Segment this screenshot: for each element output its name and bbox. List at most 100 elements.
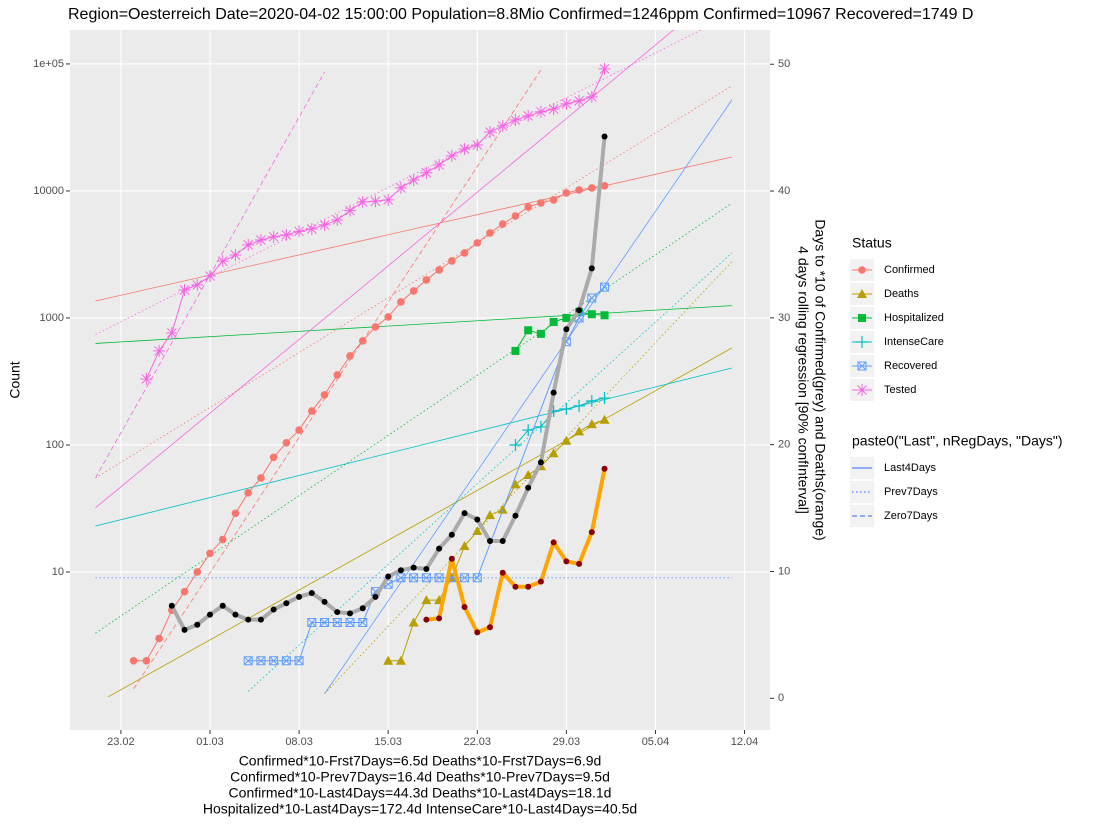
point: [511, 212, 520, 220]
point: [408, 617, 419, 627]
point: [394, 181, 407, 194]
point: [345, 618, 355, 628]
point: [231, 509, 240, 518]
point: [320, 391, 329, 399]
point: [474, 516, 481, 523]
point: [473, 239, 482, 247]
point: [472, 573, 482, 583]
x-tick-label: 12.04: [731, 736, 759, 748]
point: [576, 307, 583, 314]
point: [232, 611, 239, 618]
point: [409, 573, 419, 583]
point: [549, 196, 558, 204]
chart-title: Region=Oesterreich Date=2020-04-02 15:00…: [68, 6, 973, 23]
point: [460, 573, 470, 583]
y-tick-label: 100: [46, 439, 64, 451]
point: [410, 564, 417, 571]
point: [458, 142, 471, 155]
point: [600, 282, 610, 292]
point: [347, 610, 353, 617]
point: [282, 439, 291, 447]
point: [436, 615, 443, 622]
point: [385, 573, 392, 580]
point: [369, 195, 382, 208]
point: [549, 317, 558, 326]
point: [155, 634, 163, 643]
point: [245, 616, 252, 623]
point: [856, 384, 868, 396]
point: [563, 558, 570, 565]
point: [858, 314, 866, 322]
point: [487, 538, 493, 545]
point: [334, 609, 341, 616]
point: [511, 346, 520, 355]
point: [307, 618, 317, 628]
point: [509, 113, 522, 126]
point: [191, 278, 204, 291]
point: [563, 326, 570, 333]
point: [321, 598, 328, 605]
point: [194, 621, 201, 628]
point: [331, 213, 344, 226]
point: [522, 109, 535, 122]
point: [459, 541, 470, 551]
point: [216, 255, 229, 268]
point: [499, 538, 506, 545]
point: [320, 618, 330, 628]
point: [601, 133, 608, 140]
point: [525, 484, 532, 491]
x-tick-label: 05.04: [642, 736, 670, 748]
point: [129, 656, 138, 665]
point: [396, 573, 406, 583]
point: [460, 249, 469, 257]
point: [537, 459, 544, 466]
point: [858, 266, 866, 274]
x-tick-label: 23.02: [107, 736, 135, 748]
point: [384, 313, 392, 321]
x-tick-label: 29.03: [553, 736, 581, 748]
point: [229, 249, 242, 262]
point: [448, 555, 455, 562]
point: [269, 656, 279, 666]
point: [600, 311, 609, 320]
point: [588, 265, 595, 272]
point: [574, 426, 585, 436]
point: [395, 655, 406, 665]
point: [333, 371, 342, 379]
y2-tick-label: 20: [778, 439, 790, 451]
point: [585, 394, 598, 407]
point: [598, 392, 611, 405]
x-tick-label: 22.03: [464, 736, 492, 748]
point: [524, 203, 532, 211]
data: [129, 62, 611, 666]
point: [600, 182, 609, 190]
point: [318, 218, 331, 231]
point: [484, 126, 496, 139]
x-tick-label: 01.03: [196, 736, 224, 748]
point: [534, 105, 547, 118]
caption: Confirmed*10-Prev7Days=16.4d Deaths*10-P…: [230, 769, 610, 785]
legend-label: Prev7Days: [884, 486, 938, 498]
point: [499, 569, 506, 576]
point: [573, 399, 586, 412]
fit-line: [324, 99, 733, 694]
point: [269, 453, 278, 462]
point: [472, 526, 483, 536]
point: [423, 565, 430, 572]
point: [178, 284, 191, 297]
point: [487, 624, 493, 631]
point: [254, 233, 267, 246]
point: [168, 602, 175, 609]
point: [420, 166, 433, 179]
point: [435, 266, 443, 274]
point: [537, 199, 545, 207]
y2-axis-title: 4 days rolling regression [90% confInter…: [795, 246, 811, 514]
y2-tick-label: 40: [778, 185, 790, 197]
point: [598, 62, 611, 75]
point: [207, 611, 213, 618]
y-tick-label: 1000: [40, 312, 64, 324]
point: [242, 238, 255, 251]
legend-label: Deaths: [884, 288, 919, 300]
point: [496, 119, 509, 132]
